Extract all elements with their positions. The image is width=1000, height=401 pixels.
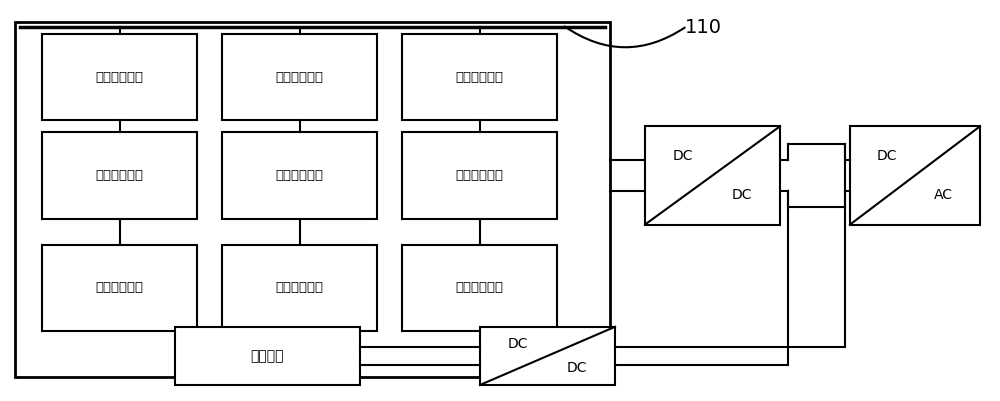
Bar [645,126,780,225]
Bar [402,132,557,219]
Text: 超导电池单体: 超导电池单体 [456,71,504,84]
Text: 超导电池单体: 超导电池单体 [96,169,144,182]
Bar [402,34,557,120]
Bar [402,245,557,331]
Text: DC: DC [567,360,587,375]
Text: 超导电池单体: 超导电池单体 [276,71,324,84]
Bar [42,245,197,331]
Bar [222,245,377,331]
Text: DC: DC [732,188,752,202]
Text: DC: DC [876,149,897,163]
Text: 110: 110 [685,18,722,37]
Bar [480,327,615,385]
Bar [222,34,377,120]
Bar [222,132,377,219]
Text: DC: DC [673,149,693,163]
Bar [15,22,610,377]
Text: 超导电池单体: 超导电池单体 [456,169,504,182]
Text: 超导电池单体: 超导电池单体 [276,281,324,294]
Text: 超导电池单体: 超导电池单体 [96,71,144,84]
Text: 超导电池单体: 超导电池单体 [276,169,324,182]
Bar [42,132,197,219]
Text: 超导电池单体: 超导电池单体 [456,281,504,294]
Text: DC: DC [508,337,528,351]
Bar [175,327,360,385]
Text: 超导电池单体: 超导电池单体 [96,281,144,294]
Bar [850,126,980,225]
Bar [42,34,197,120]
Text: 动力电池: 动力电池 [251,349,284,363]
Text: AC: AC [934,188,953,202]
